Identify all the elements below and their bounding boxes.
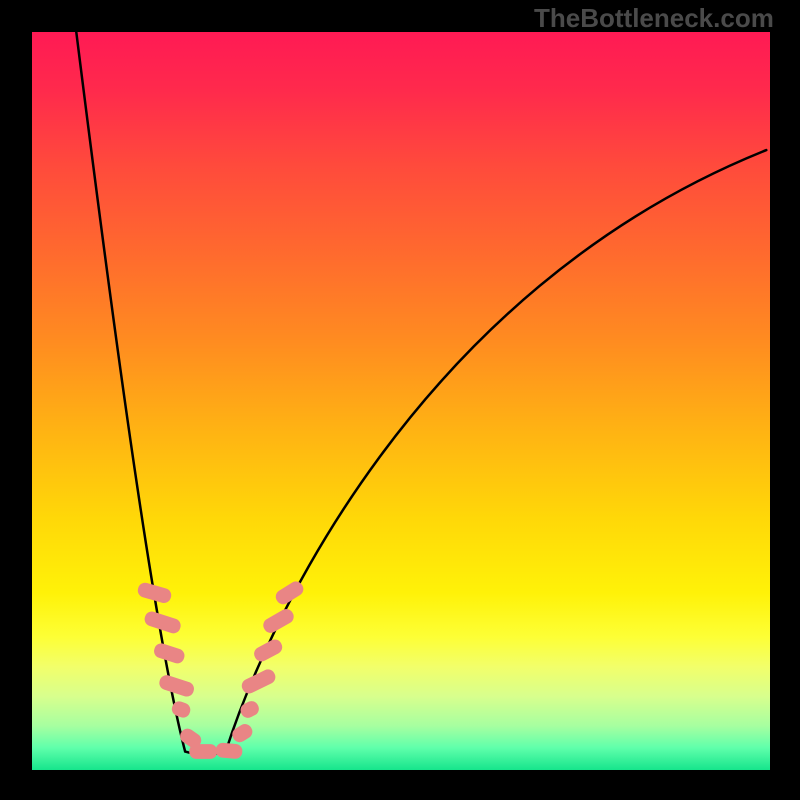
curve-marker [261,606,296,635]
chart-root: TheBottleneck.com [0,0,800,800]
bottleneck-curve [76,32,766,755]
curve-marker [238,699,261,721]
curve-marker [143,610,183,635]
curve-marker [189,744,217,759]
curve-marker [158,673,196,698]
plot-area [32,32,770,770]
curve-marker [239,667,277,696]
curve-marker [252,637,285,664]
curve-markers [136,579,306,760]
watermark-text: TheBottleneck.com [534,3,774,34]
chart-overlay-svg [32,32,770,770]
curve-marker [215,742,243,759]
curve-marker [152,642,186,666]
